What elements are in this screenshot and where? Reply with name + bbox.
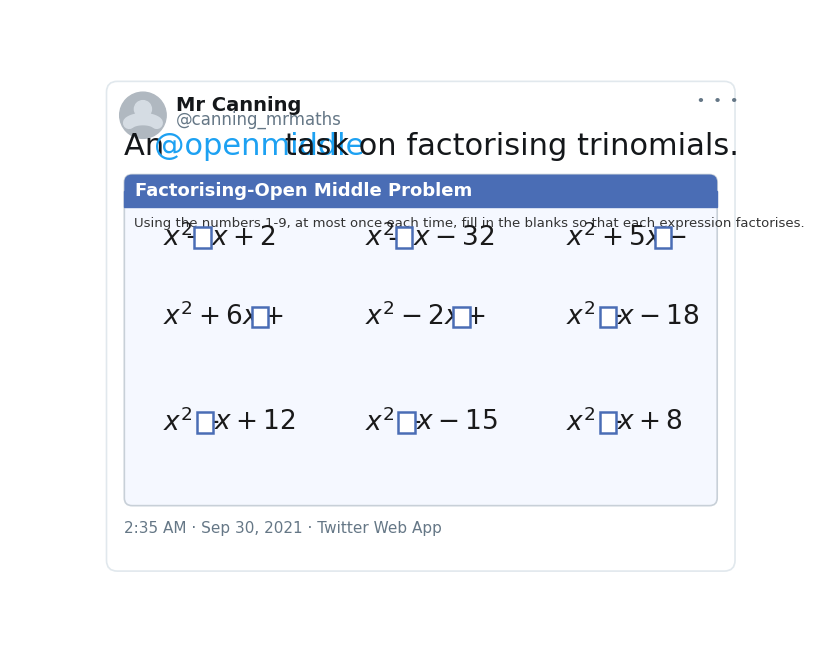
Bar — [398, 412, 415, 433]
Text: $-$: $-$ — [386, 225, 406, 251]
Bar — [600, 412, 616, 433]
Text: $x^2 +$: $x^2 +$ — [365, 408, 421, 437]
FancyBboxPatch shape — [124, 174, 718, 506]
Text: 2:35 AM · Sep 30, 2021 · Twitter Web App: 2:35 AM · Sep 30, 2021 · Twitter Web App — [124, 521, 443, 536]
Text: $x + 8$: $x + 8$ — [617, 410, 683, 435]
Text: $x^2 -$: $x^2 -$ — [163, 408, 219, 437]
Text: $x^2$: $x^2$ — [365, 224, 394, 252]
Bar — [197, 412, 213, 433]
Text: $x^2 - 2x +$: $x^2 - 2x +$ — [365, 303, 486, 331]
Text: $x - 18$: $x - 18$ — [617, 304, 699, 330]
Text: @canning_mrmaths: @canning_mrmaths — [177, 110, 342, 129]
FancyBboxPatch shape — [124, 174, 718, 207]
Text: An: An — [124, 132, 174, 162]
Text: $x - 32$: $x - 32$ — [413, 225, 494, 251]
Text: Mr Canning: Mr Canning — [177, 96, 301, 115]
Text: Factorising-Open Middle Problem: Factorising-Open Middle Problem — [135, 182, 472, 200]
Bar — [124, 191, 718, 207]
Text: $+$: $+$ — [184, 225, 205, 251]
Bar — [600, 307, 616, 328]
Bar — [396, 227, 412, 248]
Circle shape — [135, 101, 151, 118]
Bar — [453, 307, 470, 328]
Text: $x + 2$: $x + 2$ — [211, 225, 276, 251]
Text: @openmiddle: @openmiddle — [154, 132, 365, 162]
Text: •  •  •: • • • — [697, 95, 738, 108]
FancyBboxPatch shape — [107, 81, 735, 571]
Text: $x^2 -$: $x^2 -$ — [566, 408, 622, 437]
Bar — [655, 227, 671, 248]
Bar — [195, 227, 211, 248]
Text: $x^2 -$: $x^2 -$ — [566, 303, 622, 331]
Bar — [252, 307, 268, 328]
Text: Using the numbers 1-9, at most once each time, fill in the blanks so that each e: Using the numbers 1-9, at most once each… — [134, 217, 805, 231]
Text: $x^2$: $x^2$ — [163, 224, 193, 252]
Circle shape — [120, 92, 166, 138]
Text: $x^2 + 6x +$: $x^2 + 6x +$ — [163, 303, 284, 331]
Text: $x + 12$: $x + 12$ — [214, 410, 296, 435]
Text: task on factorising trinomials.: task on factorising trinomials. — [275, 132, 739, 162]
Text: $x^2 + 5x -$: $x^2 + 5x -$ — [566, 224, 687, 252]
Text: $x - 15$: $x - 15$ — [415, 410, 498, 435]
